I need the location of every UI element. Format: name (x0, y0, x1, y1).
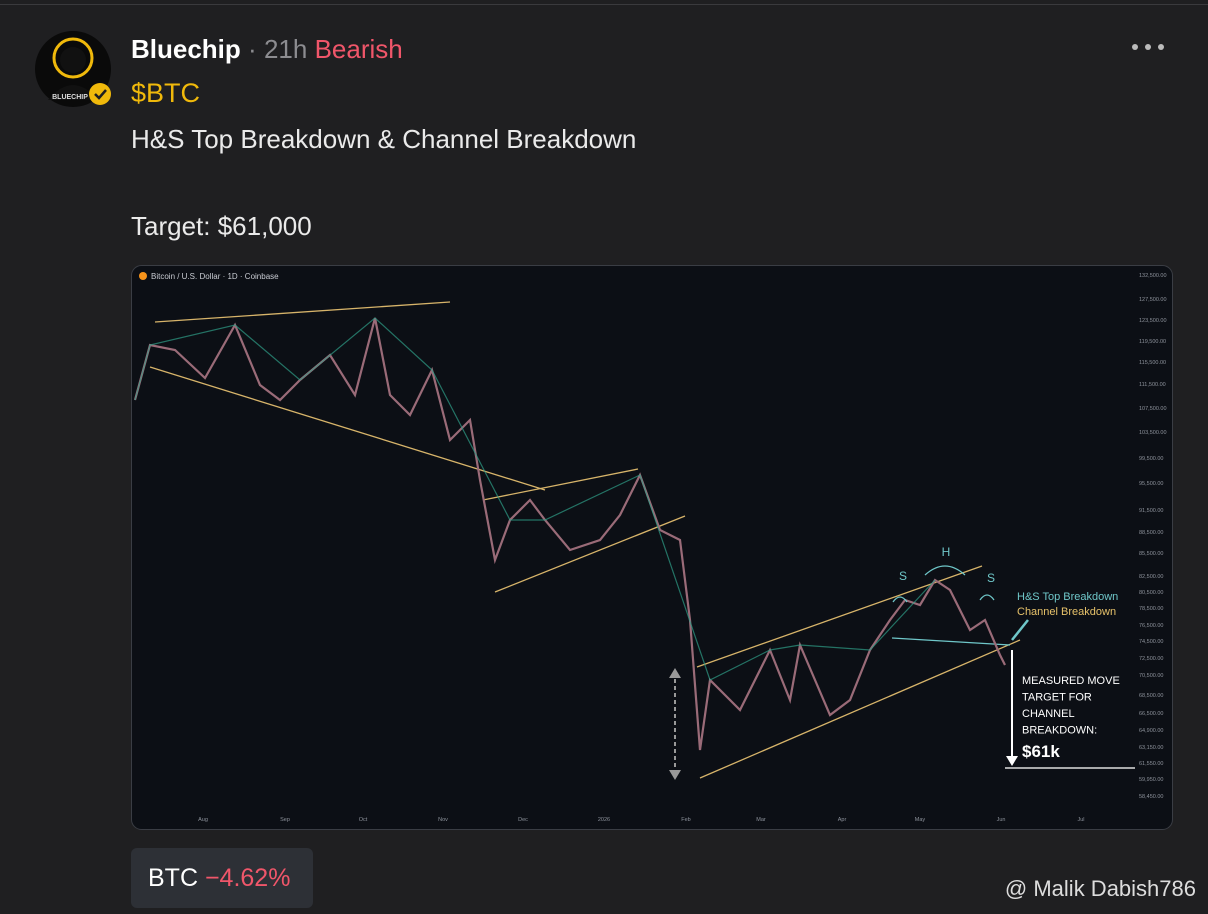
post-text: H&S Top Breakdown & Channel Breakdown (131, 124, 637, 154)
pattern-label: S (899, 569, 907, 583)
price-label: 132,500.00 (1139, 273, 1167, 279)
price-label: 119,500.00 (1139, 339, 1166, 345)
price-label: 68,500.00 (1139, 693, 1163, 699)
chip-change: −4.62% (204, 864, 291, 892)
month-label: Jun (997, 817, 1006, 823)
price-label: 107,500.00 (1139, 406, 1167, 412)
avatar[interactable]: BLUECHIP (34, 30, 114, 110)
price-label: 72,500.00 (1139, 656, 1163, 662)
price-label: 91,500.00 (1139, 508, 1163, 514)
watermark: @ Malik Dabish786 (1004, 876, 1196, 901)
price-path-up (134, 317, 936, 681)
price-label: 82,500.00 (1139, 574, 1163, 580)
sentiment: Bearish (314, 34, 403, 64)
target-note: MEASURED MOVE (1022, 675, 1120, 687)
month-label: Apr (838, 817, 847, 823)
price-label: 80,500.00 (1139, 590, 1163, 596)
target-value: $61k (1022, 742, 1060, 761)
price-label: 127,500.00 (1139, 297, 1167, 303)
price-label: 123,500.00 (1139, 318, 1167, 324)
price-label: 85,500.00 (1139, 551, 1163, 557)
month-label: 2026 (598, 817, 610, 823)
price-label: 70,500.00 (1139, 673, 1163, 679)
pattern-label: S (987, 571, 995, 585)
post-text: Target: $61,000 (131, 211, 312, 241)
pattern-label: H (942, 545, 951, 559)
month-label: Sep (280, 817, 290, 823)
month-label: Jul (1077, 817, 1084, 823)
legend-channel: Channel Breakdown (1017, 606, 1116, 618)
avatar-label: BLUECHIP (52, 94, 88, 101)
price-label: 111,500.00 (1139, 382, 1166, 388)
price-label: 61,550.00 (1139, 761, 1163, 767)
month-label: Dec (518, 817, 528, 823)
price-label: 59,950.00 (1139, 777, 1163, 783)
author[interactable]: Bluechip (131, 34, 241, 64)
chart-image[interactable]: Bitcoin / U.S. Dollar · 1D · Coinbase S H… (131, 265, 1174, 831)
target-note: BREAKDOWN: (1022, 725, 1097, 737)
price-label: 63,150.00 (1139, 745, 1163, 751)
price-label: 64,900.00 (1139, 728, 1163, 734)
price-label: 103,500.00 (1139, 430, 1167, 436)
month-label: May (915, 817, 926, 823)
ticker-chip[interactable]: BTC −4.62% (131, 848, 313, 908)
price-label: 115,500.00 (1139, 360, 1166, 366)
month-label: Mar (756, 817, 766, 823)
price-label: 76,500.00 (1139, 623, 1163, 629)
month-label: Aug (198, 817, 208, 823)
chip-symbol: BTC (148, 864, 198, 892)
target-note: TARGET FOR (1022, 692, 1092, 704)
price-label: 74,500.00 (1139, 639, 1163, 645)
price-label: 95,500.00 (1139, 481, 1163, 487)
price-label: 99,500.00 (1139, 456, 1163, 462)
more-menu[interactable] (1128, 40, 1168, 54)
legend-hs: H&S Top Breakdown (1017, 591, 1118, 603)
price-label: 58,450.00 (1139, 794, 1163, 800)
month-label: Nov (438, 817, 448, 823)
price-label: 78,500.00 (1139, 606, 1163, 612)
month-label: Oct (359, 817, 368, 823)
target-note: CHANNEL (1022, 708, 1075, 720)
price-label: 88,500.00 (1139, 530, 1163, 536)
neckline (891, 637, 1011, 646)
age: 21h (263, 34, 308, 64)
post-header: Bluechip · 21h Bearish (131, 34, 403, 65)
month-label: Feb (681, 817, 690, 823)
trendlines (149, 301, 1021, 779)
price-label: 66,500.00 (1139, 711, 1163, 717)
ticker[interactable]: $BTC (131, 78, 201, 108)
chart-header: Bitcoin / U.S. Dollar · 1D · Coinbase (151, 272, 279, 281)
separator: · (248, 34, 257, 64)
divider (0, 4, 1208, 5)
